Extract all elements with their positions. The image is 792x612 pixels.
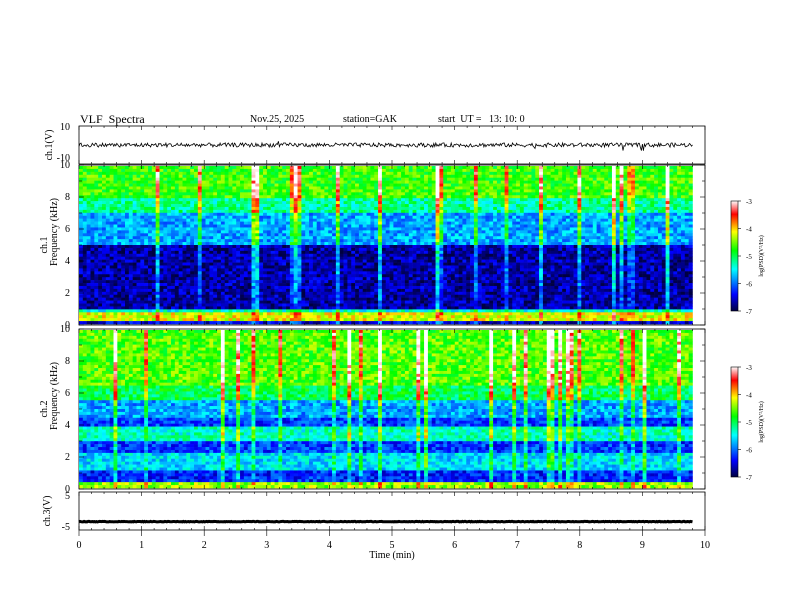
ch3-wave-frame <box>78 491 706 531</box>
ch1-spec-ylabel-freq: Frequency (kHz) <box>49 198 60 266</box>
x-tick-labels: 0 1 2 3 4 5 6 7 8 9 10 <box>77 540 711 551</box>
ch1-spectrogram <box>79 166 693 325</box>
ch1-spec-ylabel-ch: ch.1 <box>39 237 50 254</box>
ch3-wave-ylabel: ch.3(V) <box>42 496 53 527</box>
ch1-wave-frame <box>78 125 706 165</box>
x-tick-label: 6 <box>452 540 457 551</box>
ch2-spec-ytick: 6 <box>65 388 70 399</box>
ch2-spectrogram <box>79 330 693 489</box>
ch1-spec-ytick: 2 <box>65 288 70 299</box>
ch2-spec-ytick: 2 <box>65 452 70 463</box>
ch2-spec-ylabel-ch: ch.2 <box>39 401 50 418</box>
x-tick-label: 7 <box>515 540 520 551</box>
ch1-spec-ytick: 4 <box>65 256 70 267</box>
x-tick-label: 4 <box>327 540 332 551</box>
ch1-colorbar-label: log(PSD)(V²/Hz) <box>758 235 765 276</box>
start-time-label: start UT = 13: 10: 0 <box>438 114 525 125</box>
ch2-colorbar-label: log(PSD)(V²/Hz) <box>758 401 765 442</box>
ch1-wave-ylabel: ch.1(V) <box>44 130 55 161</box>
colorbar-tick-label: -5 <box>746 253 752 261</box>
ch1-colorbar <box>730 200 739 312</box>
colorbar-tick-label: -6 <box>746 281 752 289</box>
x-tick-label: 1 <box>139 540 144 551</box>
x-tick-label: 2 <box>202 540 207 551</box>
ch2-spec-ytick: 8 <box>65 356 70 367</box>
x-axis-label: Time (min) <box>369 550 414 561</box>
plot-title: VLF Spectra <box>80 112 145 126</box>
x-tick-label: 8 <box>577 540 582 551</box>
ch3-wave-ytick-bottom: -5 <box>62 522 70 533</box>
colorbar-tick-label: -7 <box>746 308 752 316</box>
colorbar-tick-label: -5 <box>746 419 752 427</box>
colorbar-tick-label: -7 <box>746 474 752 482</box>
ch1-spec-ytick: 6 <box>65 224 70 235</box>
ch1-wave-ytick-top: 10 <box>60 122 70 133</box>
x-tick-label: 10 <box>700 540 710 551</box>
colorbar-tick-label: -6 <box>746 447 752 455</box>
ch2-spec-ytick: 0 <box>65 484 70 495</box>
date-label: Nov.25, 2025 <box>250 114 305 125</box>
ch3-wave-ytick-top: 5 <box>65 491 70 502</box>
colorbar-ticks: -3 -4 -5 -6 -7 -3 -4 -5 -6 -7 <box>738 198 752 482</box>
colorbar-tick-label: -3 <box>746 364 752 372</box>
ch1-spec-ytick: 0 <box>65 320 70 331</box>
ch1-waveform-trace <box>78 141 693 151</box>
ch1-spec-ytick: 10 <box>60 160 70 171</box>
ch2-spec-ytick: 10 <box>60 324 70 335</box>
ch2-spec-ylabel-freq: Frequency (kHz) <box>49 362 60 430</box>
ch1-spec-ytick: 8 <box>65 192 70 203</box>
colorbar-tick-label: -3 <box>746 198 752 206</box>
ch1-wave-ytick-bottom: -10 <box>57 153 70 164</box>
ch3-waveform-trace <box>78 519 693 524</box>
station-label: station=GAK <box>343 114 397 125</box>
x-tick-label: 3 <box>264 540 269 551</box>
x-tick-label: 9 <box>640 540 645 551</box>
x-tick-label: 0 <box>77 540 82 551</box>
x-tick-label: 5 <box>390 540 395 551</box>
ch2-spec-ytick: 4 <box>65 420 70 431</box>
ch2-colorbar <box>730 366 739 478</box>
colorbar-tick-label: -4 <box>746 226 752 234</box>
axis-ticks <box>78 126 706 536</box>
colorbar-tick-label: -4 <box>746 392 752 400</box>
